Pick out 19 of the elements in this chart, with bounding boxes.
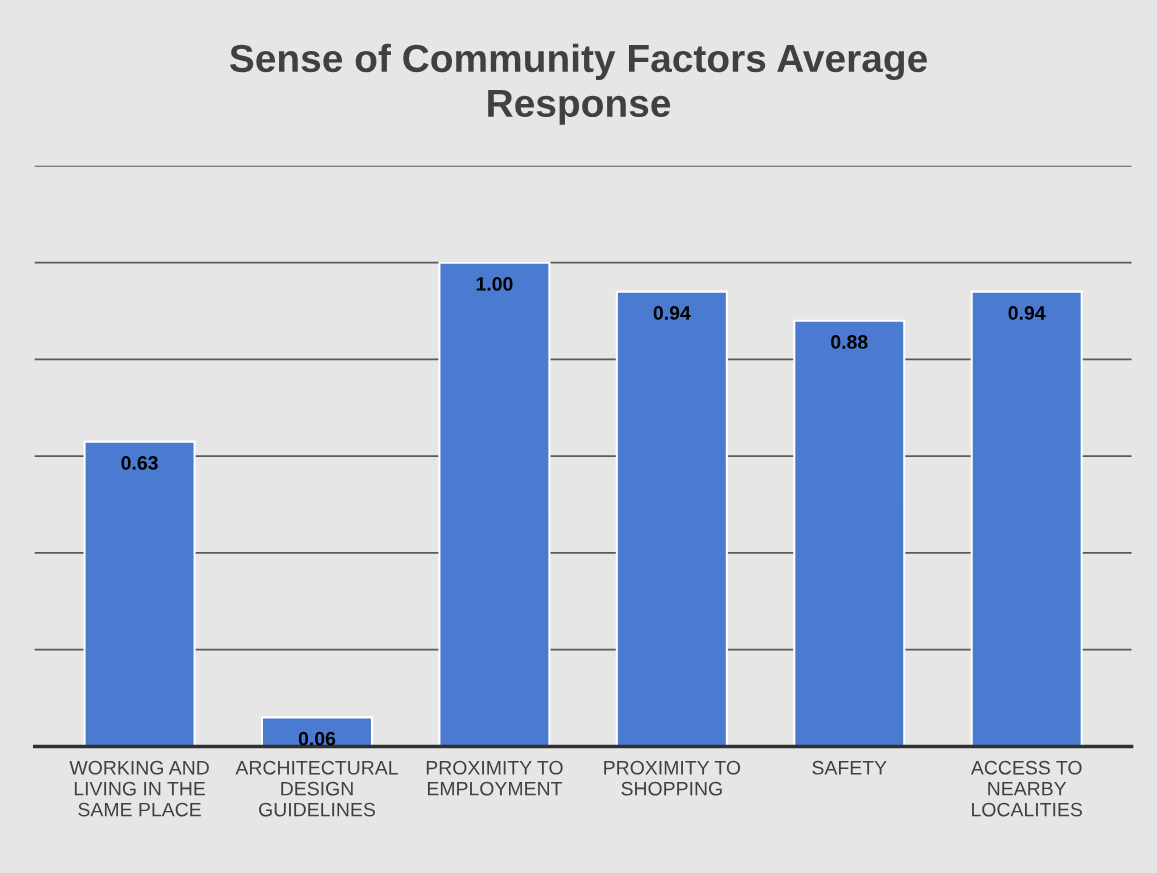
bar	[83, 440, 196, 747]
data-label: 1.00	[476, 277, 513, 291]
bar	[260, 716, 374, 747]
data-label: 0.88	[831, 335, 868, 349]
bar	[438, 261, 551, 747]
data-label: 0.94	[653, 306, 691, 320]
x-tick-label: SAFETY	[812, 760, 887, 775]
bar	[793, 319, 906, 747]
bar	[615, 290, 728, 747]
bar	[970, 290, 1083, 747]
data-label: 0.63	[121, 456, 158, 470]
x-tick-label: ARCHITECTURAL DESIGN GUIDELINES	[235, 760, 398, 817]
data-label: 0.06	[298, 731, 336, 746]
x-tick-label: PROXIMITY TO SHOPPING	[604, 760, 741, 796]
chart-title: Sense of Community Factors Average Response	[229, 43, 927, 125]
x-tick-label: WORKING AND LIVING IN THE SAME PLACE	[69, 760, 209, 817]
x-tick-label: PROXIMITY TO EMPLOYMENT	[426, 760, 563, 796]
data-label: 0.94	[1008, 306, 1046, 320]
x-tick-label: ACCESS TO NEARBY LOCALITIES	[970, 760, 1082, 817]
